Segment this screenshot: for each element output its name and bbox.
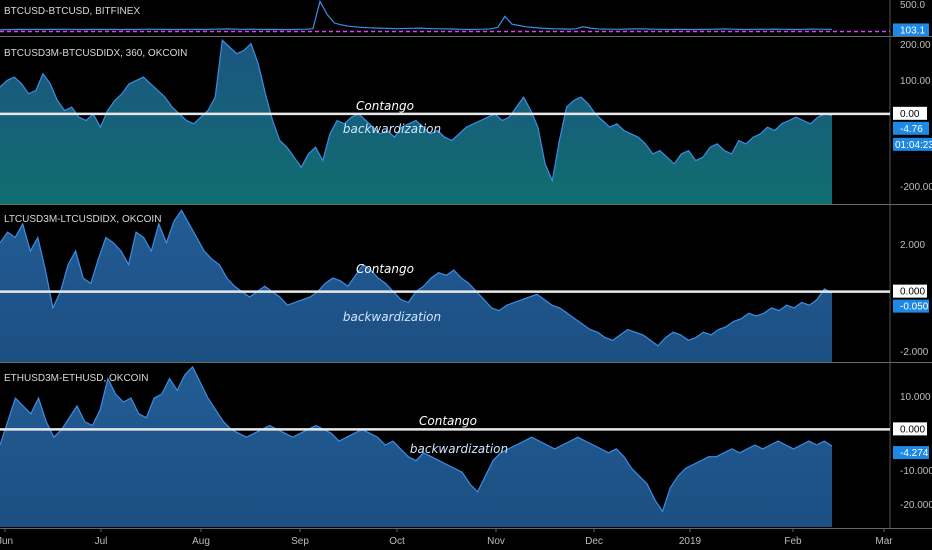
series-area [0, 210, 832, 362]
annotation-contango: Contango [356, 99, 414, 113]
countdown-text: 01:04:23 [895, 140, 932, 151]
last-value-text: -4.76 [900, 124, 923, 135]
zero-badge [893, 106, 927, 120]
last-value-badge [893, 23, 929, 37]
countdown-badge [893, 137, 932, 151]
series-line [0, 0, 832, 31]
annotation-backwardization: backwardization [343, 310, 441, 324]
panel-1: BTCUSD3M-BTCUSDIDX, 360, OKCOIN 200.00 100… [0, 36, 932, 204]
y-tick-label: 10.000 [900, 392, 931, 403]
x-tick-label: Aug [192, 536, 210, 547]
last-value-badge [893, 299, 929, 313]
x-tick-label: Feb [784, 536, 802, 547]
zero-badge [893, 284, 927, 298]
panel-title: LTCUSD3M-LTCUSDIDX, OKCOIN [4, 214, 161, 225]
y-tick-label: -20.000 [900, 500, 932, 511]
series-area [0, 366, 832, 527]
zero-badge [893, 422, 927, 436]
y-tick-label: -200.00 [900, 182, 932, 193]
x-tick-label: Mar [875, 536, 893, 547]
panel-2: LTCUSD3M-LTCUSDIDX, OKCOIN 2.000 -2.000 0.0… [0, 204, 932, 362]
zero-badge-text: 0.00 [900, 109, 920, 120]
y-tick-label: 2.000 [900, 240, 925, 251]
x-tick-label: Oct [389, 536, 405, 547]
x-tick-label: Dec [585, 536, 603, 547]
x-tick-label: Nov [487, 536, 505, 547]
panel-0: BTCUSD-BTCUSD, BITFINEX 500.0 103.1 [0, 0, 929, 37]
y-tick-label: -10.000 [900, 466, 932, 477]
zero-badge-text: 0.000 [900, 424, 925, 435]
panel-title: ETHUSD3M-ETHUSD, OKCOIN [4, 373, 148, 384]
annotation-backwardization: backwardization [343, 122, 441, 136]
panel-3: ETHUSD3M-ETHUSD, OKCOIN 10.000 -10.000 -20.… [0, 362, 932, 527]
x-tick-label: Jun [0, 536, 13, 547]
series-line [0, 39, 833, 183]
annotation-contango: Contango [419, 414, 477, 428]
zero-badge-text: 0.000 [900, 287, 925, 298]
y-tick-label: 500.0 [900, 0, 925, 11]
y-tick-label: -2.000 [900, 347, 929, 358]
last-value-text: -4.274 [900, 448, 929, 459]
panel-title: BTCUSD-BTCUSD, BITFINEX [4, 6, 140, 17]
panel-title: BTCUSD3M-BTCUSDIDX, 360, OKCOIN [4, 48, 187, 59]
x-tick-label: Jul [95, 536, 108, 547]
series-area [0, 40, 832, 204]
last-value-badge [893, 446, 929, 460]
y-tick-label: 100.00 [900, 76, 931, 87]
last-value-text: -0.050 [900, 302, 929, 313]
x-tick-label: 2019 [679, 536, 702, 547]
x-tick-label: Sep [291, 536, 309, 547]
annotation-backwardization: backwardization [410, 442, 508, 456]
last-value-badge [893, 121, 929, 135]
y-tick-label: 200.00 [900, 40, 931, 51]
series-line [0, 365, 833, 513]
last-value-text: 103.1 [900, 25, 925, 36]
annotation-contango: Contango [356, 262, 414, 276]
